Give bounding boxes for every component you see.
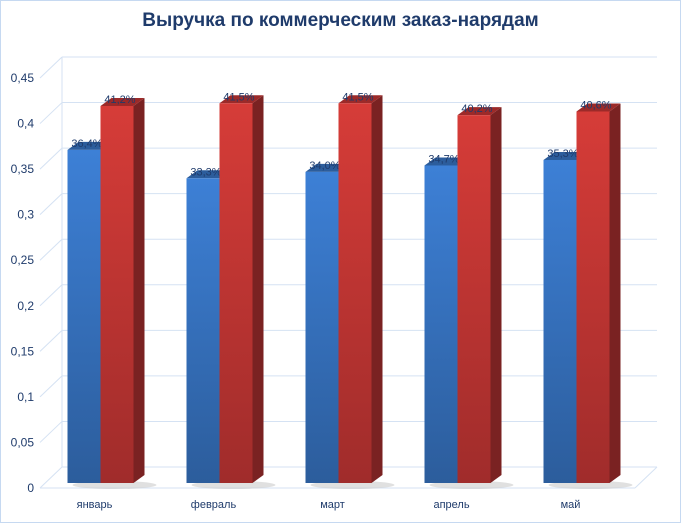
bar-front xyxy=(543,159,577,484)
bar-front xyxy=(424,165,458,483)
gridline-diagonal xyxy=(39,284,63,307)
bar-front xyxy=(338,103,372,483)
bar-front xyxy=(305,171,339,484)
x-tick-label: март xyxy=(320,499,345,511)
y-tick-label: 0,45 xyxy=(11,71,35,85)
x-tick-label: январь xyxy=(77,499,113,511)
y-tick-label: 0,35 xyxy=(11,162,35,176)
y-tick-label: 0,3 xyxy=(17,208,34,222)
data-label: 41,5% xyxy=(342,91,373,103)
bar-top xyxy=(338,95,383,104)
bar-side xyxy=(609,103,621,483)
bar-top xyxy=(457,107,502,116)
y-tick-label: 0 xyxy=(27,481,34,495)
bar-top xyxy=(219,95,264,104)
data-label: 33,3% xyxy=(190,166,221,178)
gridline-diagonal xyxy=(39,102,63,124)
floor-right-edge xyxy=(634,466,658,489)
x-tick-label: апрель xyxy=(433,499,469,511)
bar-red xyxy=(100,98,145,483)
gridline-diagonal xyxy=(39,466,63,489)
bar-side xyxy=(490,107,502,483)
bar-red xyxy=(338,95,383,483)
gridline-diagonal xyxy=(39,238,63,261)
gridline-diagonal xyxy=(39,329,63,352)
data-label: 41,2% xyxy=(104,94,135,106)
x-tick-label: февраль xyxy=(191,499,237,511)
data-label: 34,0% xyxy=(309,160,340,172)
gridline-diagonal xyxy=(39,193,63,216)
data-label: 36,4% xyxy=(71,138,102,150)
x-tick-label: май xyxy=(561,499,581,511)
bar-side xyxy=(252,95,264,483)
bar-side xyxy=(133,98,145,483)
bar-top xyxy=(576,103,621,112)
y-tick-label: 0,25 xyxy=(11,253,35,267)
y-tick-label: 0,15 xyxy=(11,344,35,358)
data-label: 41,5% xyxy=(223,91,254,103)
bar-top xyxy=(100,98,145,106)
y-tick-label: 0,1 xyxy=(17,390,34,404)
chart-title: Выручка по коммерческим заказ-нарядам xyxy=(142,10,539,31)
data-label: 35,3% xyxy=(547,148,578,160)
data-label: 40,2% xyxy=(461,103,492,115)
bar-front xyxy=(186,178,220,484)
bar-red xyxy=(219,95,264,483)
gridline-diagonal xyxy=(39,421,63,443)
y-tick-label: 0,05 xyxy=(11,435,35,449)
bar-side xyxy=(371,95,383,483)
y-tick-label: 0,4 xyxy=(17,117,34,131)
bar-red xyxy=(576,103,621,483)
y-tick-label: 0,2 xyxy=(17,299,34,313)
data-label: 40,6% xyxy=(580,99,611,111)
bar-front xyxy=(576,111,610,483)
gridline-diagonal xyxy=(39,147,63,170)
bar-front xyxy=(67,149,101,483)
bar-front xyxy=(219,103,253,483)
gridline-diagonal xyxy=(39,375,63,398)
data-label: 34,7% xyxy=(428,153,459,165)
bar-red xyxy=(457,107,502,483)
bar-front xyxy=(100,106,134,483)
bar-front xyxy=(457,115,491,483)
gridline-diagonal xyxy=(39,56,63,79)
